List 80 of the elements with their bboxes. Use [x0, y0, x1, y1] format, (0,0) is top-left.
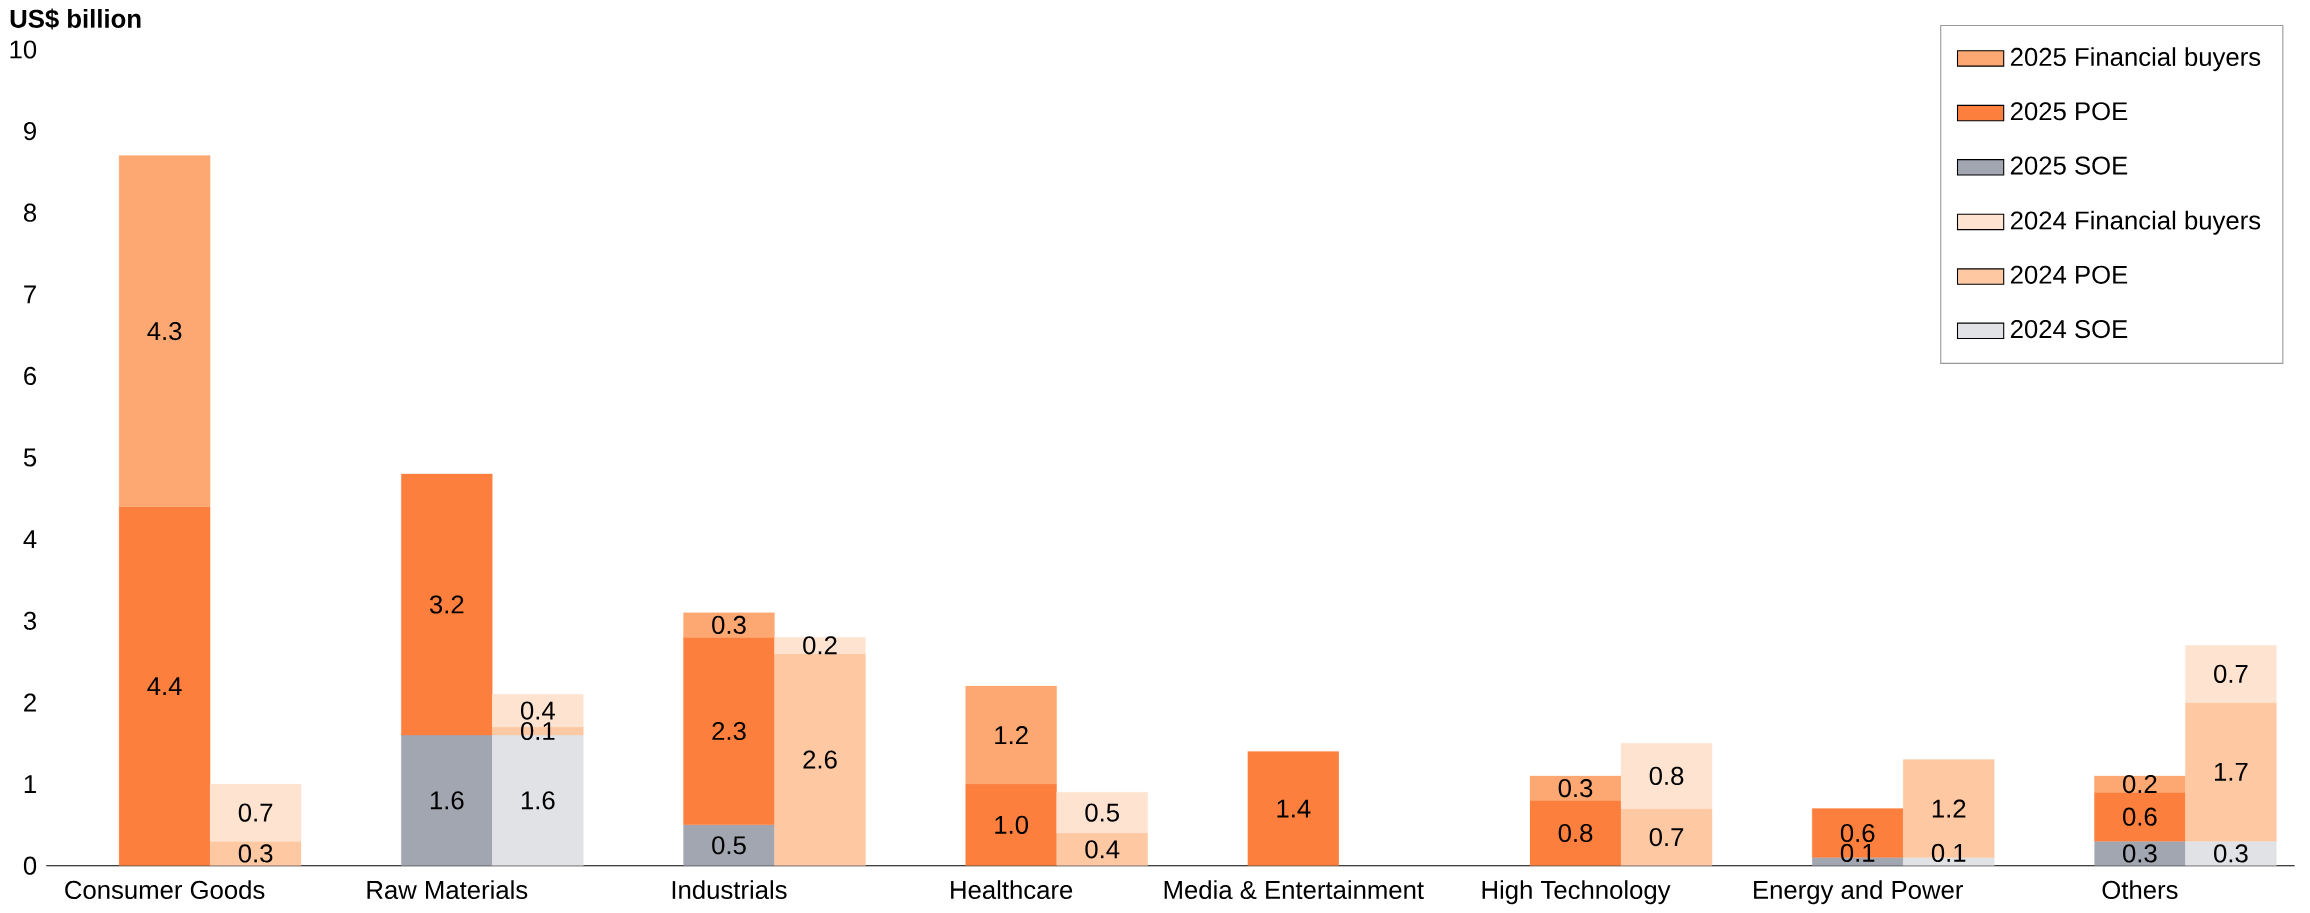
y-tick-label: 9	[24, 121, 36, 141]
data-label: 3.2	[429, 595, 464, 614]
bar	[683, 824, 775, 866]
data-label: 0.3	[712, 615, 746, 634]
x-tick-label: Raw Materials	[367, 879, 528, 899]
y-tick-label: 2	[24, 693, 36, 712]
data-label: 1.4	[1277, 799, 1311, 818]
data-label: 1.2	[1932, 799, 1966, 818]
legend-label: 2025 POE	[2010, 101, 2128, 121]
data-label: 0.7	[2214, 664, 2248, 683]
data-label: 0.7	[1649, 827, 1684, 846]
bar	[774, 653, 866, 866]
data-label: 1.2	[995, 725, 1028, 744]
legend-label: 2024 SOE	[2010, 319, 2128, 338]
data-label: 0.1	[520, 721, 555, 740]
bar	[2094, 775, 2186, 793]
bar	[118, 506, 211, 866]
y-tick-label: 10	[10, 40, 37, 59]
data-label: 0.1	[1840, 843, 1875, 862]
data-label: 0.5	[1085, 803, 1119, 822]
y-tick-label: 7	[24, 285, 36, 303]
data-label: 1.0	[995, 815, 1029, 834]
x-tick-label: Media & Entertainment	[1164, 879, 1424, 899]
bar	[1056, 791, 1148, 833]
x-tick-label: Consumer Goods	[65, 879, 265, 899]
data-label: 4.3	[147, 321, 182, 340]
data-label: 0.2	[803, 635, 837, 655]
bar	[2185, 644, 2277, 703]
bar	[965, 685, 1057, 784]
legend-label: 2024 POE	[2010, 265, 2128, 284]
data-label: 0.5	[712, 835, 746, 855]
data-label: 1.6	[430, 791, 464, 810]
y-tick-label: 0	[23, 856, 37, 875]
bar	[683, 612, 775, 638]
data-label: 0.6	[2123, 807, 2157, 826]
bar	[1620, 808, 1713, 866]
legend-label: 2024 Financial buyers	[2010, 210, 2261, 235]
legend-label: 2025 Financial buyers	[2010, 46, 2261, 71]
data-label: 1.7	[2214, 762, 2248, 781]
x-tick-label: Healthcare	[951, 879, 1073, 899]
data-label: 0.8	[1649, 766, 1684, 785]
bar	[1247, 751, 1339, 866]
y-tick-label: 8	[23, 203, 37, 222]
bar	[1620, 742, 1713, 809]
x-tick-label: High Technology	[1482, 879, 1671, 904]
bar	[209, 783, 302, 842]
data-label: 0.2	[2123, 774, 2157, 793]
y-axis-title: US$ billion	[10, 8, 141, 30]
y-tick-label: 1	[24, 774, 36, 793]
y-tick-label: 6	[24, 366, 37, 385]
data-label: 0.3	[2214, 844, 2248, 863]
data-label: 0.3	[238, 844, 273, 863]
y-tick-label: 3	[23, 611, 37, 630]
data-label: 0.6	[1840, 823, 1875, 842]
data-label: 0.1	[1931, 843, 1966, 862]
data-label: 2.6	[803, 750, 837, 769]
data-label: 0.4	[1085, 840, 1120, 859]
x-tick-label: Others	[2102, 879, 2178, 899]
bar	[1529, 800, 1622, 866]
bar	[118, 155, 211, 507]
data-label: 0.8	[1558, 823, 1593, 842]
bar	[683, 636, 775, 825]
bar	[2185, 702, 2277, 842]
bar	[401, 734, 493, 866]
y-tick-label: 4	[23, 530, 37, 548]
data-label: 2.3	[712, 721, 746, 740]
data-label: 0.7	[238, 803, 273, 822]
data-label: 0.4	[520, 701, 555, 720]
data-label: 0.3	[1558, 778, 1593, 798]
bar	[965, 783, 1057, 866]
bar	[1529, 775, 1622, 801]
x-tick-label: Energy and Power	[1754, 879, 1963, 904]
y-tick-label: 5	[23, 448, 37, 467]
bar	[774, 636, 866, 654]
data-label: 0.3	[2123, 844, 2157, 863]
data-label: 1.6	[521, 791, 555, 810]
bar	[401, 473, 493, 736]
data-label: 4.4	[147, 677, 182, 695]
legend-label: 2025 SOE	[2010, 156, 2128, 175]
x-tick-label: Industrials	[672, 879, 787, 899]
